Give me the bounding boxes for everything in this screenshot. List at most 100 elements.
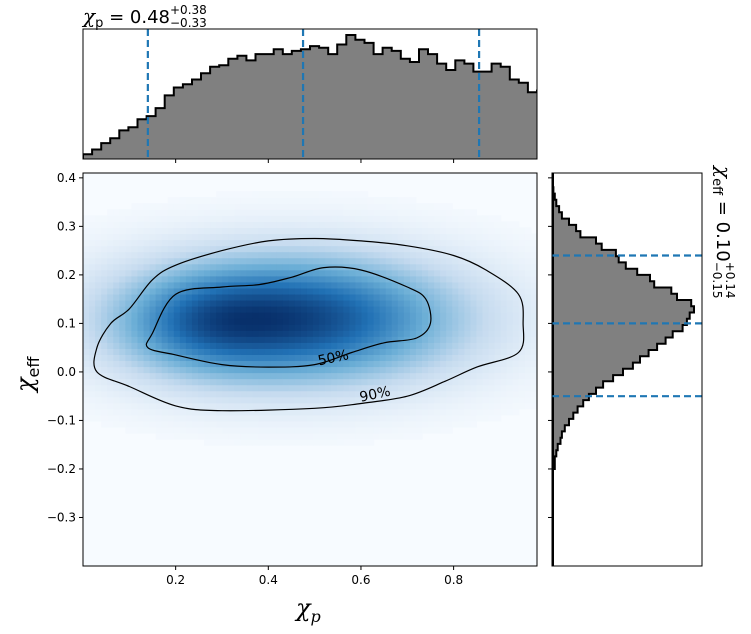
heatmap-cell [288,245,296,253]
heatmap-cell [421,396,429,404]
heatmap-cell [325,396,332,404]
heatmap-cell [506,257,514,265]
heatmap-cell [258,426,266,434]
heatmap-cell [349,372,356,380]
heatmap-cell [264,390,272,398]
right-hist-bar [552,418,570,426]
heatmap-cell [319,426,326,434]
heatmap-cell [143,324,151,331]
heatmap-cell [355,281,363,289]
heatmap-cell [391,263,399,271]
heatmap-cell [446,336,453,343]
heatmap-cell [524,378,532,386]
heatmap-cell [482,251,490,259]
heatmap-cell [89,227,96,235]
heatmap-cell [161,263,169,271]
heatmap-cell [204,372,211,380]
heatmap-cell [185,197,193,204]
heatmap-cell [125,257,133,265]
heatmap-cell [397,372,405,380]
heatmap-cell [282,197,290,204]
heatmap-cell [216,354,223,362]
heatmap-cell [524,384,532,392]
heatmap-cell [343,251,350,259]
heatmap-cell [403,348,411,355]
heatmap-cell [500,281,508,289]
heatmap-cell [288,306,296,313]
heatmap-cell [452,281,459,289]
heatmap-cell [403,378,411,386]
heatmap-cell [107,354,114,362]
heatmap-cell [361,281,369,289]
heatmap-cell [421,306,429,313]
heatmap-cell [228,426,235,434]
heatmap-cell [300,342,308,349]
heatmap-cell [355,324,363,331]
heatmap-cell [506,348,514,355]
heatmap-cell [331,257,338,265]
heatmap-cell [294,209,302,216]
heatmap-cell [210,209,217,216]
heatmap-cell [500,408,508,416]
heatmap-cell [107,221,114,229]
heatmap-cell [446,287,453,295]
heatmap-cell [101,390,108,398]
heatmap-cell [325,245,332,253]
heatmap-cell [95,312,102,319]
heatmap-cell [161,299,169,307]
heatmap-cell [270,281,278,289]
heatmap-cell [191,402,199,410]
heatmap-cell [385,203,393,210]
heatmap-cell [210,312,217,319]
heatmap-cell [458,221,465,229]
heatmap-cell [337,330,344,337]
heatmap-cell [300,257,308,265]
heatmap-cell [403,251,411,259]
heatmap-cell [464,336,472,343]
heatmap-cell [367,293,375,301]
heatmap-cell [228,420,235,428]
heatmap-cell [173,263,181,271]
heatmap-cell [325,318,332,325]
heatmap-cell [113,251,120,259]
heatmap-cell [428,378,435,386]
heatmap-cell [524,318,532,325]
heatmap-cell [306,360,314,368]
top-hist-bar [537,91,546,159]
heatmap-cell [355,408,363,416]
heatmap-cell [95,281,102,289]
heatmap-cell [331,312,338,319]
heatmap-cell [488,396,496,404]
heatmap-cell [89,293,96,301]
heatmap-cell [107,245,114,253]
heatmap-cell [246,354,254,362]
heatmap-cell [216,269,223,277]
heatmap-cell [325,269,332,277]
heatmap-cell [276,360,284,368]
heatmap-cell [434,402,441,410]
heatmap-cell [258,227,266,235]
heatmap-cell [409,414,417,422]
heatmap-cell [149,209,157,216]
heatmap-cell [89,390,96,398]
heatmap-cell [288,420,296,428]
heatmap-cell [131,396,139,404]
heatmap-cell [500,269,508,277]
heatmap-cell [179,281,187,289]
heatmap-cell [379,209,387,216]
heatmap-cell [337,251,344,259]
heatmap-cell [125,396,133,404]
heatmap-cell [434,269,441,277]
heatmap-cell [270,366,278,374]
heatmap-cell [512,360,520,368]
heatmap-cell [101,306,108,313]
heatmap-cell [246,402,254,410]
heatmap-cell [282,378,290,386]
heatmap-cell [367,360,375,368]
heatmap-cell [440,330,447,337]
heatmap-cell [470,408,478,416]
heatmap-cell [343,402,350,410]
heatmap-cell [331,318,338,325]
heatmap-cell [397,384,405,392]
heatmap-cell [349,384,356,392]
